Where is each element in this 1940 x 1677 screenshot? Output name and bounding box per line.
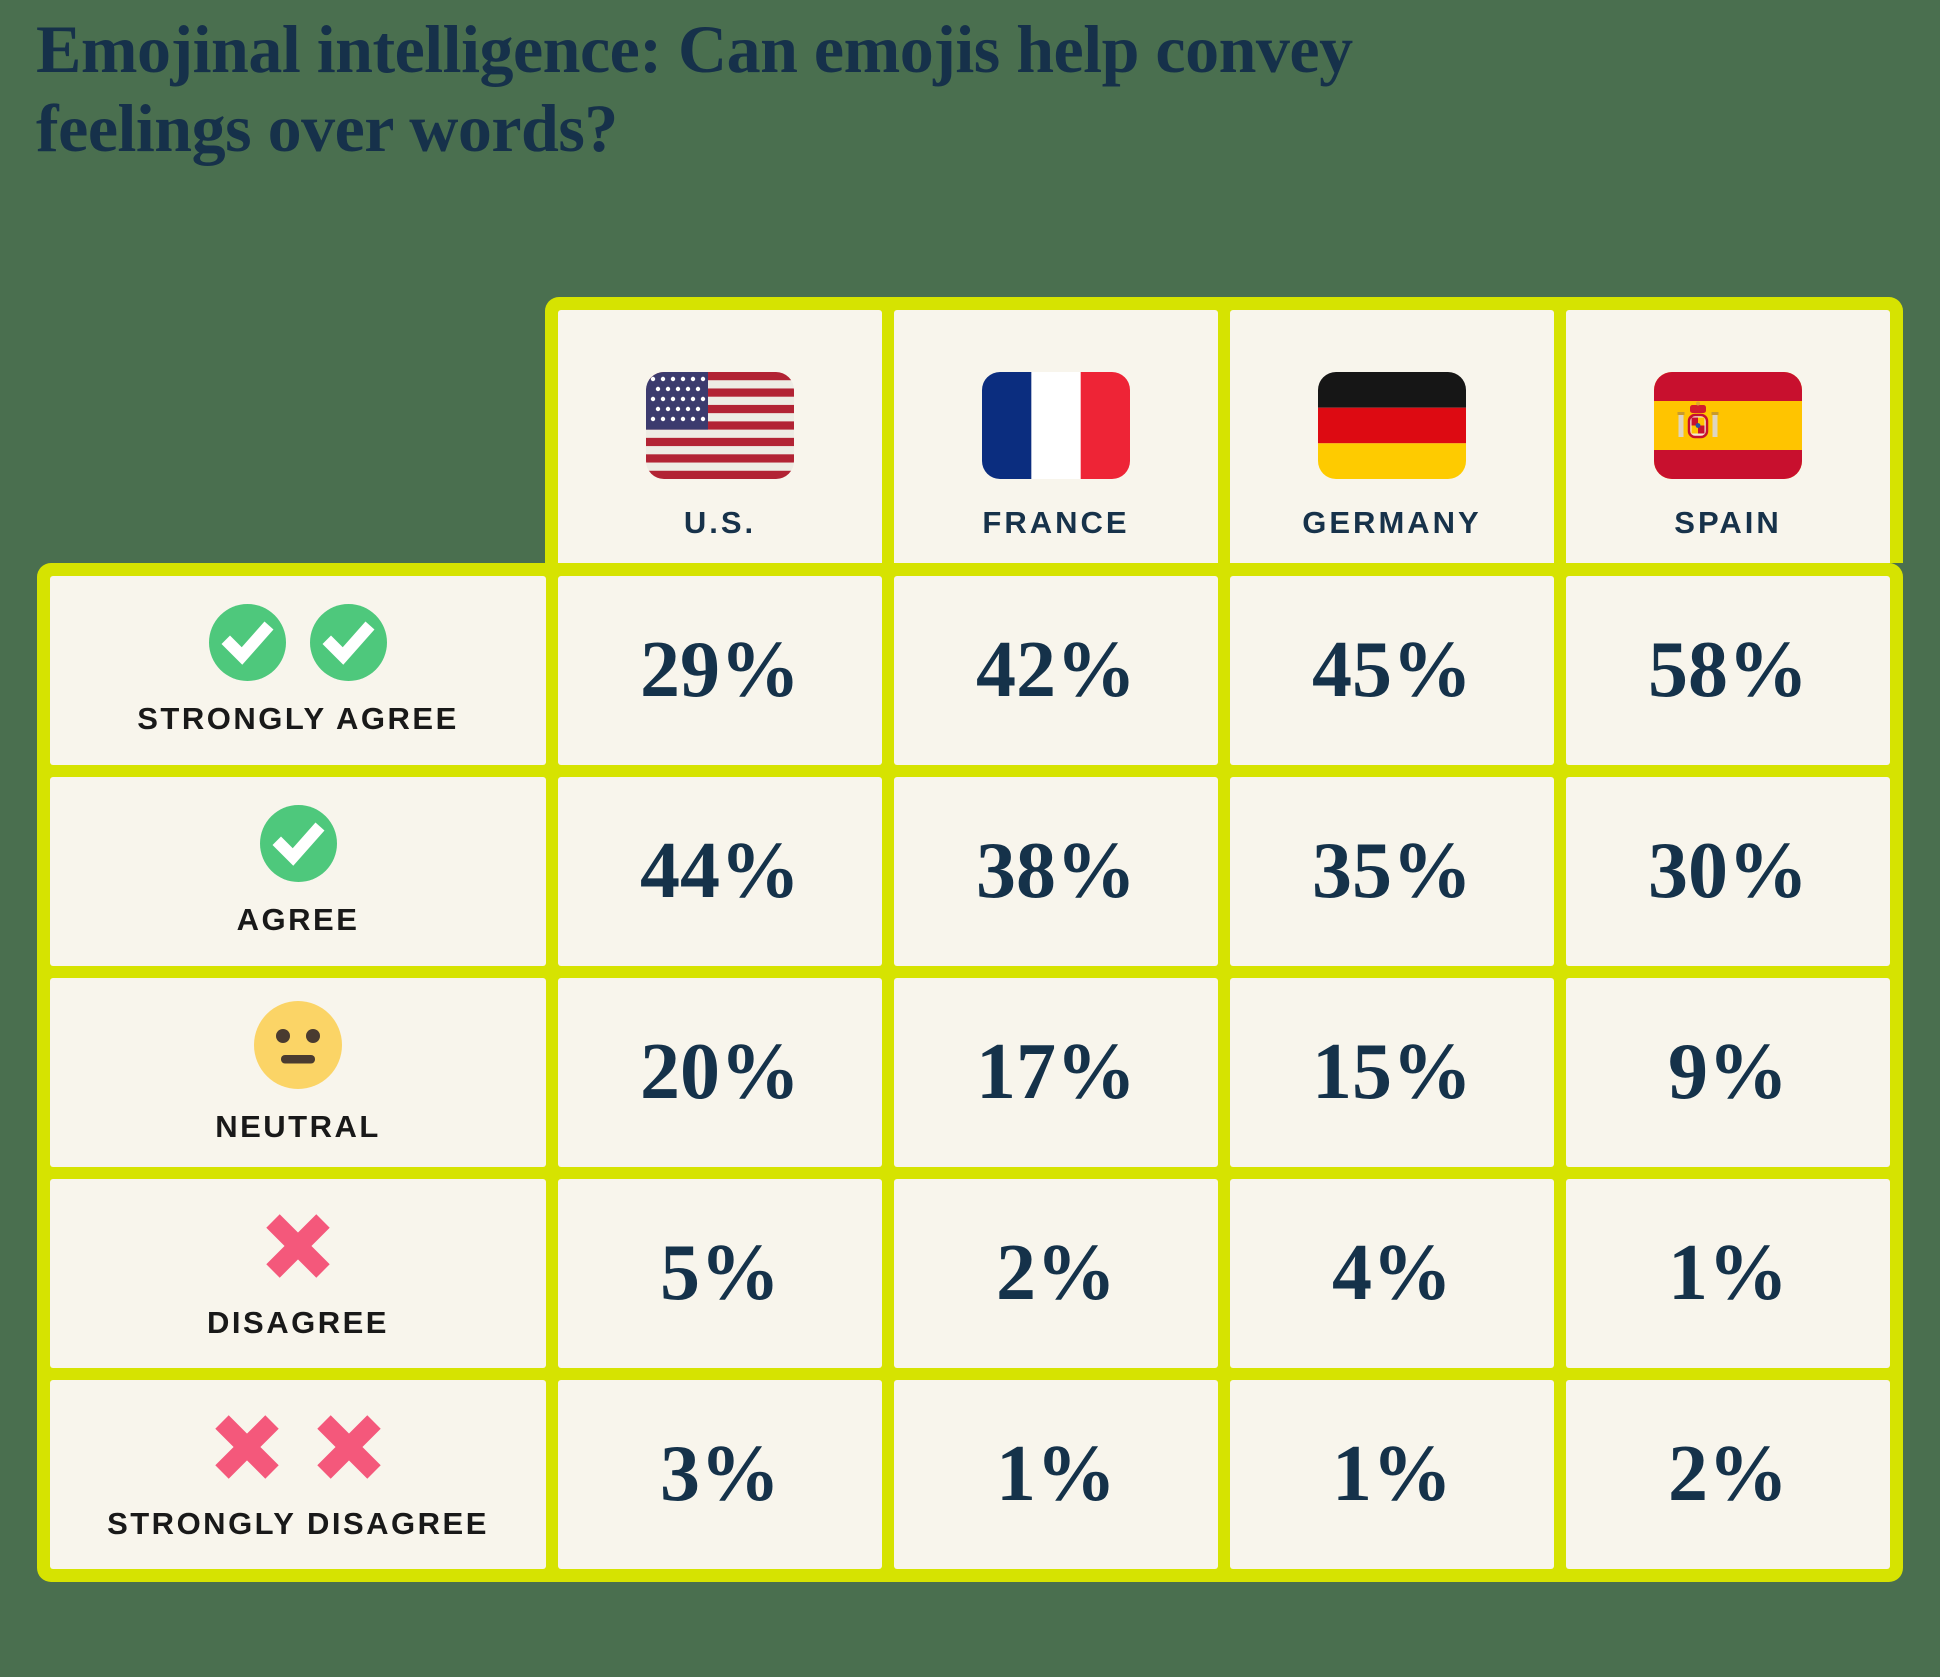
column-label-spain: SPAIN (1674, 505, 1782, 540)
row-label-cell-agree: AGREE (50, 777, 546, 966)
spain-flag-icon (1654, 372, 1802, 479)
page-title: Emojinal intelligence: Can emojis help c… (36, 10, 1596, 168)
column-label-us: U.S. (683, 505, 757, 540)
france-flag-icon (982, 372, 1130, 479)
cross-icon (266, 1213, 330, 1278)
value-cell-r0c2: 45% (1230, 576, 1554, 765)
data-table: STRONGLY AGREE 29% 42% 45% 58% AGREE 44%… (37, 563, 1903, 1582)
value-cell-r2c3: 9% (1566, 978, 1890, 1167)
header-cell-spain: SPAIN (1566, 310, 1890, 563)
value-cell-r1c0: 44% (558, 777, 882, 966)
row-label-cell-strongly-disagree: STRONGLY DISAGREE (50, 1380, 546, 1569)
row-label: STRONGLY AGREE (137, 701, 459, 736)
value-cell-r1c3: 30% (1566, 777, 1890, 966)
column-label-france: FRANCE (982, 505, 1130, 540)
header-cell-france: FRANCE (894, 310, 1218, 563)
germany-flag-icon (1318, 372, 1466, 479)
row-label: STRONGLY DISAGREE (107, 1505, 489, 1541)
value-cell-r0c0: 29% (558, 576, 882, 765)
column-label-germany: GERMANY (1302, 505, 1482, 540)
value-cell-r3c1: 2% (894, 1179, 1218, 1368)
us-flag-icon (646, 372, 794, 479)
page-title-line-2: feelings over words? (36, 89, 618, 166)
row-label: AGREE (236, 902, 360, 937)
check-circle-icon (259, 805, 337, 882)
value-cell-r3c0: 5% (558, 1179, 882, 1368)
value-cell-r0c3: 58% (1566, 576, 1890, 765)
value-cell-r1c2: 35% (1230, 777, 1554, 966)
value-cell-r4c1: 1% (894, 1380, 1218, 1569)
value-cell-r3c2: 4% (1230, 1179, 1554, 1368)
value-cell-r4c0: 3% (558, 1380, 882, 1569)
value-cell-r2c2: 15% (1230, 978, 1554, 1167)
header-cell-germany: GERMANY (1230, 310, 1554, 563)
table-header-row: U.S. FRANCE GERMAN (545, 297, 1903, 563)
double-cross-icon (208, 1408, 388, 1486)
header-cell-us: U.S. (558, 310, 882, 563)
check-circle-icon (310, 604, 387, 681)
value-cell-r0c1: 42% (894, 576, 1218, 765)
value-cell-r1c1: 38% (894, 777, 1218, 966)
value-cell-r2c1: 17% (894, 978, 1218, 1167)
value-cell-r2c0: 20% (558, 978, 882, 1167)
row-label-cell-disagree: DISAGREE (50, 1179, 546, 1368)
row-label-cell-strongly-agree: STRONGLY AGREE (50, 576, 546, 765)
neutral-face-icon (254, 1000, 342, 1089)
row-label: NEUTRAL (215, 1108, 381, 1144)
check-circle-icon (209, 604, 286, 681)
cross-icon (215, 1414, 279, 1479)
value-cell-r3c3: 1% (1566, 1179, 1890, 1368)
double-check-circle-icon (209, 604, 387, 681)
value-cell-r4c2: 1% (1230, 1380, 1554, 1569)
value-cell-r4c3: 2% (1566, 1380, 1890, 1569)
cross-icon (317, 1414, 381, 1479)
page-title-line-1: Emojinal intelligence: Can emojis help c… (36, 11, 1353, 87)
row-label: DISAGREE (207, 1304, 389, 1340)
row-label-cell-neutral: NEUTRAL (50, 978, 546, 1167)
